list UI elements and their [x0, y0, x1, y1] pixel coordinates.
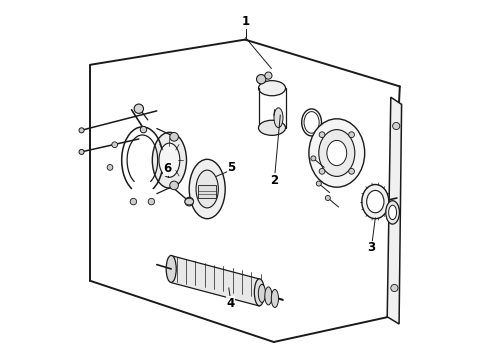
- Circle shape: [349, 168, 354, 174]
- Ellipse shape: [362, 184, 389, 219]
- Ellipse shape: [254, 279, 265, 306]
- Text: 1: 1: [242, 15, 250, 28]
- Circle shape: [130, 198, 137, 205]
- Circle shape: [170, 181, 178, 190]
- Ellipse shape: [152, 132, 187, 188]
- Text: 5: 5: [227, 161, 236, 174]
- Circle shape: [316, 181, 321, 186]
- Ellipse shape: [196, 170, 219, 208]
- Ellipse shape: [259, 120, 286, 135]
- Text: 6: 6: [164, 162, 171, 175]
- Ellipse shape: [389, 205, 396, 220]
- Circle shape: [391, 284, 398, 292]
- Circle shape: [112, 142, 118, 148]
- Circle shape: [392, 122, 400, 130]
- Ellipse shape: [258, 284, 266, 302]
- Ellipse shape: [159, 143, 180, 177]
- Ellipse shape: [166, 256, 176, 282]
- Ellipse shape: [271, 289, 278, 307]
- Circle shape: [392, 205, 399, 212]
- Circle shape: [319, 132, 325, 138]
- Ellipse shape: [327, 140, 347, 166]
- Circle shape: [79, 149, 84, 154]
- Ellipse shape: [367, 190, 384, 213]
- Circle shape: [185, 197, 194, 206]
- Circle shape: [257, 75, 266, 84]
- Ellipse shape: [309, 119, 365, 187]
- Ellipse shape: [189, 159, 225, 219]
- Text: 2: 2: [270, 174, 279, 186]
- Ellipse shape: [185, 198, 194, 205]
- Ellipse shape: [259, 81, 286, 96]
- Polygon shape: [171, 256, 259, 306]
- Ellipse shape: [265, 287, 272, 305]
- Circle shape: [140, 126, 147, 133]
- Polygon shape: [387, 97, 402, 324]
- Bar: [198, 185, 216, 198]
- Circle shape: [79, 128, 84, 133]
- Ellipse shape: [386, 201, 399, 224]
- Circle shape: [170, 132, 178, 141]
- Ellipse shape: [304, 112, 319, 133]
- Circle shape: [107, 165, 113, 170]
- Text: 3: 3: [368, 241, 376, 254]
- Circle shape: [325, 195, 330, 201]
- Circle shape: [148, 198, 155, 205]
- Circle shape: [134, 104, 144, 113]
- Circle shape: [349, 132, 354, 138]
- Ellipse shape: [274, 108, 283, 128]
- Circle shape: [319, 168, 325, 174]
- Circle shape: [265, 72, 272, 79]
- Circle shape: [311, 156, 316, 161]
- Text: 4: 4: [226, 297, 235, 310]
- Ellipse shape: [319, 130, 355, 176]
